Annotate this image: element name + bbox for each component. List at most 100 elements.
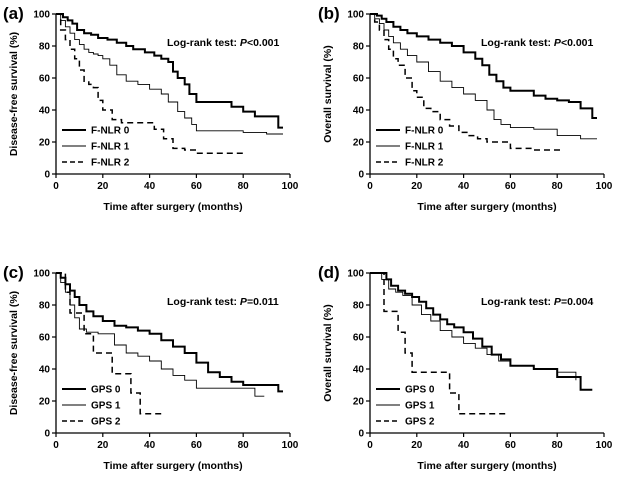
x-tick-label: 100 (596, 181, 613, 192)
x-tick-label: 0 (53, 181, 59, 192)
y-tick-label: 20 (353, 397, 365, 408)
legend-label: F-NLR 2 (91, 158, 130, 169)
legend-label: GPS 2 (405, 417, 435, 428)
x-tick-label: 40 (144, 440, 156, 451)
annotation-p: P (240, 37, 248, 49)
y-tick-label: 100 (33, 10, 50, 21)
y-tick-label: 40 (39, 365, 51, 376)
log-rank-annotation: Log-rank test: P=0.011 (167, 296, 279, 308)
y-tick-label: 20 (39, 397, 51, 408)
legend-label: F-NLR 1 (405, 142, 444, 153)
x-tick-label: 20 (411, 440, 423, 451)
y-tick-label: 60 (39, 333, 51, 344)
annotation-p: P (240, 296, 248, 308)
x-tick-label: 40 (458, 440, 470, 451)
annotation-p: P (554, 37, 562, 49)
survival-curve-1 (370, 13, 597, 140)
log-rank-annotation: Log-rank test: P<0.001 (481, 37, 594, 49)
survival-curve-1 (56, 13, 283, 135)
x-tick-label: 0 (53, 440, 59, 451)
y-tick-label: 20 (39, 138, 51, 149)
annotation-prefix: Log-rank test: (481, 37, 554, 49)
annotation-value: <0.001 (561, 37, 594, 49)
x-tick-label: 80 (552, 181, 564, 192)
panel-label: (d) (318, 263, 340, 282)
x-tick-label: 100 (596, 440, 613, 451)
y-axis-title: Disease-free survival (%) (8, 32, 20, 156)
y-tick-label: 100 (347, 269, 364, 280)
legend-label: F-NLR 0 (91, 126, 130, 137)
annotation-p: P (554, 296, 562, 308)
x-tick-label: 60 (191, 440, 203, 451)
y-tick-label: 0 (44, 170, 50, 181)
x-tick-label: 100 (282, 181, 299, 192)
y-tick-label: 40 (353, 365, 365, 376)
y-tick-label: 80 (353, 301, 365, 312)
legend: GPS 0 GPS 1 GPS 2 (376, 385, 435, 428)
y-tick-label: 100 (347, 10, 364, 21)
y-tick-label: 80 (39, 42, 51, 53)
y-axis-title: Overall survival (%) (322, 304, 334, 401)
x-tick-label: 20 (97, 440, 109, 451)
y-tick-label: 40 (39, 106, 51, 117)
legend: F-NLR 0 F-NLR 1 F-NLR 2 (376, 126, 444, 169)
annotation-prefix: Log-rank test: (481, 296, 554, 308)
x-tick-label: 60 (505, 440, 517, 451)
legend-label: GPS 2 (91, 417, 121, 428)
y-tick-label: 80 (353, 42, 365, 53)
x-tick-label: 40 (144, 181, 156, 192)
log-rank-annotation: Log-rank test: P=0.004 (481, 296, 594, 308)
survival-curve-2 (370, 272, 506, 415)
y-axis-title: Overall survival (%) (322, 45, 334, 142)
panel-label: (c) (3, 263, 24, 282)
x-tick-label: 60 (505, 181, 517, 192)
x-tick-label: 80 (238, 181, 250, 192)
y-tick-label: 100 (33, 269, 50, 280)
survival-curve-2 (370, 13, 562, 151)
x-tick-label: 100 (282, 440, 299, 451)
panel-label: (a) (3, 4, 24, 23)
legend-label: F-NLR 0 (405, 126, 444, 137)
legend-label: F-NLR 2 (405, 158, 444, 169)
chart-panel-a: (a) 0 20 40 60 80 100 0 20 40 60 80 100 Time after su… (3, 4, 299, 213)
y-tick-label: 20 (353, 138, 365, 149)
chart-panel-c: (c) 0 20 40 60 80 100 0 20 40 60 80 100 Time after su… (3, 263, 299, 472)
x-tick-label: 60 (191, 181, 203, 192)
survival-curve-0 (56, 13, 283, 129)
x-tick-label: 20 (411, 181, 423, 192)
x-tick-label: 0 (367, 181, 373, 192)
chart-panel-b: (b) 0 20 40 60 80 100 0 20 40 60 80 100 Time after su… (318, 4, 613, 213)
y-axis-title: Disease-free survival (%) (8, 291, 20, 415)
legend-label: GPS 0 (405, 385, 435, 396)
legend-label: F-NLR 1 (91, 142, 130, 153)
x-tick-label: 20 (97, 181, 109, 192)
y-tick-label: 80 (39, 301, 51, 312)
annotation-value: =0.011 (247, 296, 279, 308)
y-tick-label: 40 (353, 106, 365, 117)
y-tick-label: 0 (44, 429, 50, 440)
chart-panel-d: (d) 0 20 40 60 80 100 0 20 40 60 80 100 Time after su… (318, 263, 613, 472)
survival-curve-1 (370, 272, 577, 381)
annotation-value: =0.004 (561, 296, 594, 308)
survival-curve-0 (56, 272, 283, 393)
legend: GPS 0 GPS 1 GPS 2 (62, 385, 121, 428)
legend-label: GPS 0 (91, 385, 121, 396)
y-tick-label: 0 (358, 170, 364, 181)
y-tick-label: 60 (39, 74, 51, 85)
survival-curve-0 (370, 13, 597, 119)
legend: F-NLR 0 F-NLR 1 F-NLR 2 (62, 126, 130, 169)
survival-curve-2 (56, 13, 244, 154)
panel-label: (b) (318, 4, 340, 23)
x-axis-title: Time after surgery (months) (103, 460, 242, 472)
legend-label: GPS 1 (91, 401, 121, 412)
y-tick-label: 60 (353, 333, 365, 344)
x-axis-title: Time after surgery (months) (417, 201, 556, 213)
legend-label: GPS 1 (405, 401, 435, 412)
annotation-prefix: Log-rank test: (167, 296, 240, 308)
log-rank-annotation: Log-rank test: P<0.001 (167, 37, 280, 49)
y-tick-label: 0 (358, 429, 364, 440)
x-tick-label: 40 (458, 181, 470, 192)
x-axis-title: Time after surgery (months) (103, 201, 242, 213)
annotation-value: <0.001 (247, 37, 280, 49)
